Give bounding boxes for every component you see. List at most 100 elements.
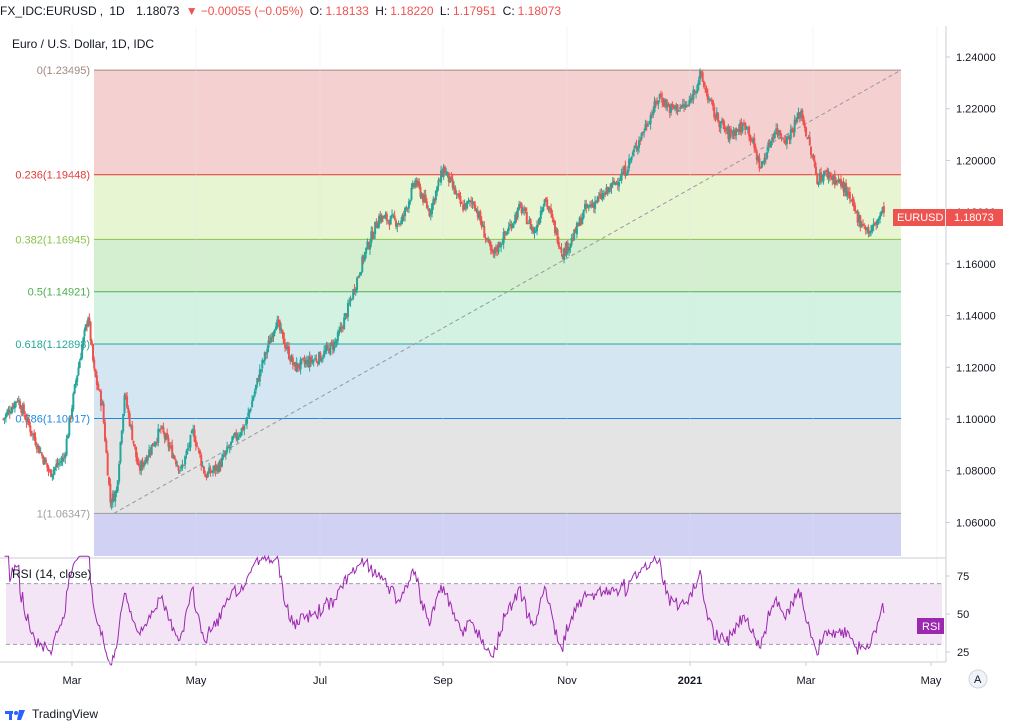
candle-body [624,165,627,177]
chart-area[interactable]: 0(1.23495) 0.236(1.19448) 0.382(1.16945) 0.… [0,22,1011,702]
candle [113,490,116,502]
candle-body [775,128,778,131]
candle-body [557,242,560,248]
candle [127,405,130,418]
candle-body [769,141,772,148]
candle [573,228,576,241]
candle [168,442,171,452]
candle [425,197,428,210]
candle [644,119,647,132]
candle [16,398,19,403]
candle [103,419,106,443]
rsi-pane[interactable] [0,554,946,666]
symbol-name[interactable]: FX_IDC:EURUSD [0,4,97,18]
candle-body [196,445,199,447]
candle-body [198,450,201,455]
candle [282,331,285,344]
candle [124,392,127,400]
candle-body [153,444,156,447]
candle [665,98,668,111]
candle [132,440,135,447]
candle [218,459,221,473]
candle [133,444,136,450]
candle-body [882,206,885,214]
candle-body [715,112,718,119]
candle [713,103,716,121]
candle [35,442,38,454]
footer-brand[interactable]: TradingView [4,703,98,725]
auto-scale-button[interactable]: A [968,669,988,689]
candle [95,371,98,391]
candle [152,442,155,447]
candle-body [564,248,567,255]
candle [547,206,550,213]
candle-body [16,400,19,402]
candle [445,167,448,176]
candle [565,240,568,258]
candle-body [822,174,825,181]
candle [46,463,49,472]
candle-body [251,400,254,408]
candle-body [376,226,379,229]
candle [605,183,608,195]
candle-body [873,222,876,224]
candle-body [177,465,180,471]
candle-body [402,215,405,217]
interval-label[interactable]: 1D [109,4,125,18]
candle-body [383,216,386,219]
candle-body [409,200,412,203]
auto-scale-circle[interactable] [968,669,988,689]
candle [343,313,346,330]
candle-body [423,195,426,203]
candle [240,427,243,437]
fibonacci-retracement[interactable]: 0(1.23495) 0.236(1.19448) 0.382(1.16945) 0.… [15,65,901,556]
candle-body [570,237,573,245]
x-tick-label: May [921,675,942,687]
candle-body [443,166,446,174]
candle-body [787,136,790,138]
candle [521,206,524,214]
candle-body [610,182,613,189]
candle [833,170,836,189]
candle [62,452,65,462]
candle [502,227,505,249]
rsi-tick-label: 50 [957,609,969,621]
candle [559,246,562,250]
candle-body [797,111,800,119]
auto-scale-label[interactable]: A [974,674,982,686]
candle [609,183,612,193]
candle [256,377,259,389]
candle-body [760,161,763,168]
candle-body [162,427,165,433]
candle [184,455,187,470]
candle [110,498,113,510]
candle-body [11,406,14,412]
candle [638,136,641,153]
candle-body [204,474,207,478]
candle-body [691,97,694,101]
candle [341,324,344,333]
candle-body [701,72,704,82]
candle [822,170,825,185]
y-tick-label: 1.20000 [956,155,996,167]
candle [570,233,573,248]
y-tick-label: 1.10000 [956,414,996,426]
candle-body [491,248,494,252]
candle [98,388,101,392]
candle-body [368,243,371,250]
open-value: 1.18133 [325,4,369,18]
candle-body [835,180,838,185]
candle [175,458,178,468]
candle [87,316,90,328]
candle [173,454,176,461]
candle-body [464,203,467,209]
candle-body [396,224,399,228]
candle [873,221,876,226]
candle-body [657,100,660,104]
candle-body [365,247,368,254]
candle [303,354,306,368]
candle-body [733,131,736,137]
candle [30,430,33,437]
candle [742,119,745,126]
candle [852,196,855,211]
